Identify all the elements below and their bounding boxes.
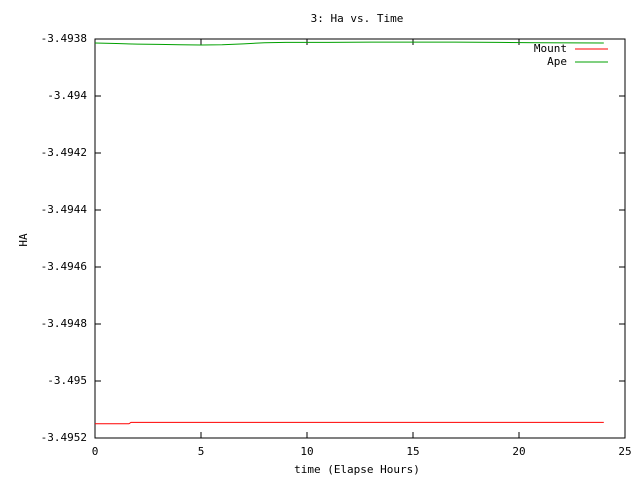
chart-title: 3: Ha vs. Time <box>311 12 404 25</box>
y-tick-label: -3.4938 <box>41 32 87 45</box>
legend-label: Mount <box>534 42 567 55</box>
y-tick-label: -3.495 <box>47 374 87 387</box>
x-tick-label: 25 <box>618 445 631 458</box>
series-line <box>94 41 604 46</box>
x-tick-label: 15 <box>406 445 419 458</box>
y-tick-label: -3.4952 <box>41 431 87 444</box>
x-tick-label: 20 <box>512 445 525 458</box>
y-tick-label: -3.4946 <box>41 260 87 273</box>
x-axis-label: time (Elapse Hours) <box>294 463 420 476</box>
y-axis-label: HA <box>17 233 30 247</box>
y-tick-label: -3.4944 <box>41 203 88 216</box>
legend-label: Ape <box>547 55 567 68</box>
plot-frame <box>94 38 626 439</box>
x-tick-label: 5 <box>198 445 205 458</box>
series-line <box>95 421 604 425</box>
y-tick-label: -3.4948 <box>41 317 87 330</box>
y-tick-label: -3.4942 <box>41 146 87 159</box>
y-tick-label: -3.494 <box>47 89 87 102</box>
x-tick-label: 0 <box>92 445 99 458</box>
x-tick-label: 10 <box>300 445 313 458</box>
